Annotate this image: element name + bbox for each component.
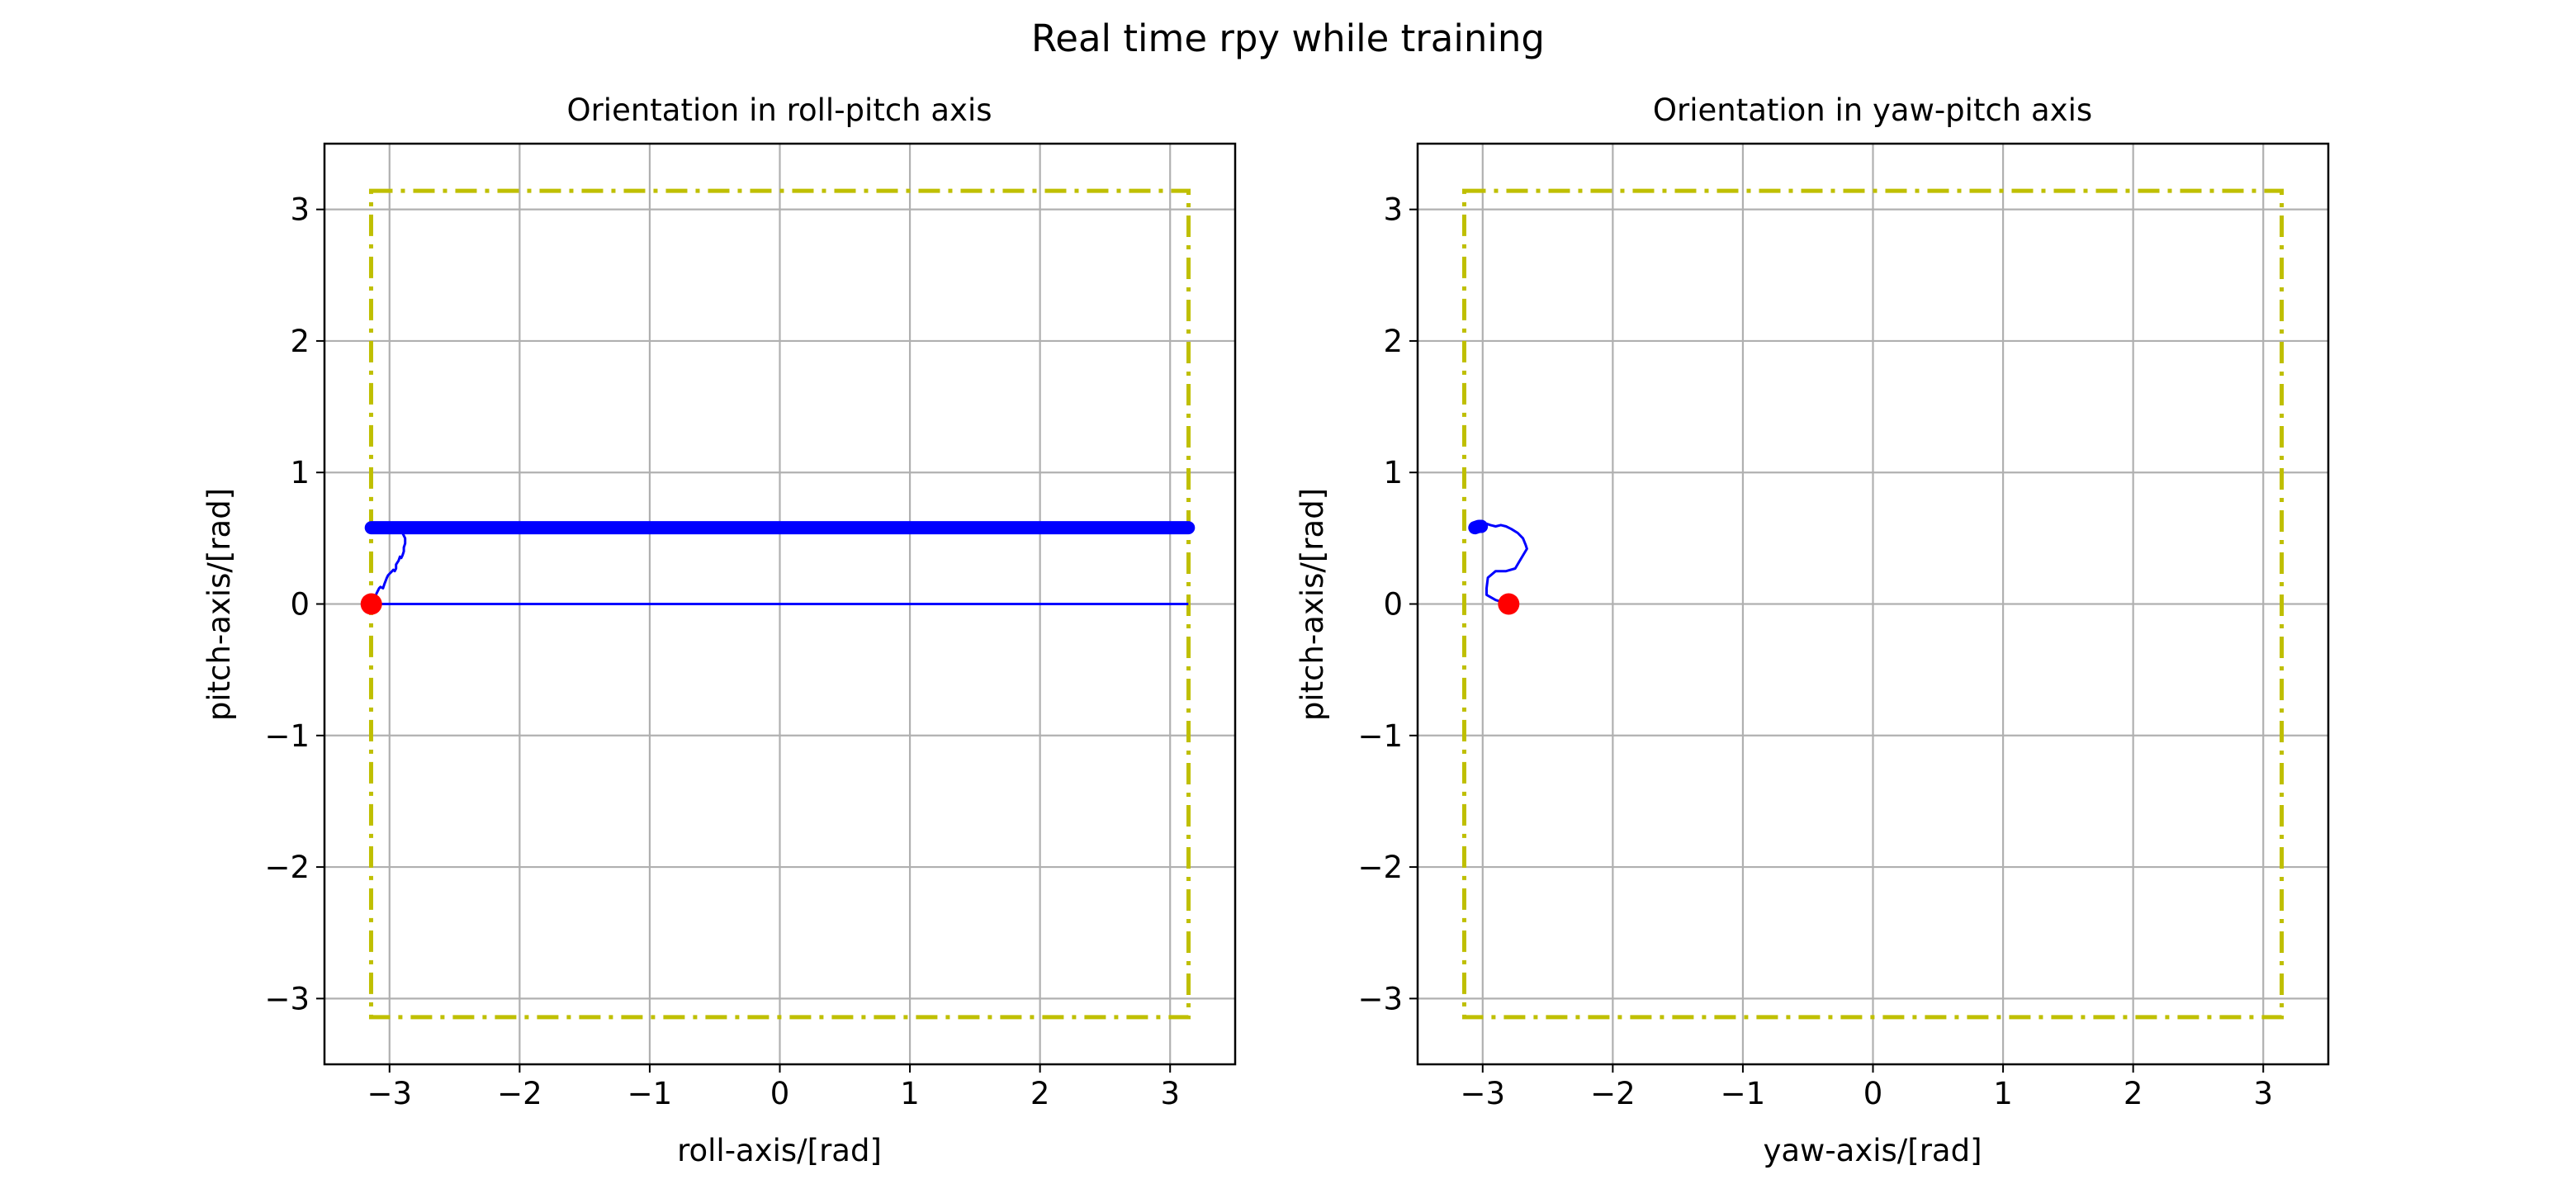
yaw-pitch-trajectory-thick-1 (1468, 519, 1489, 535)
yaw-pitch-ylabel: pitch-axis/[rad] (1295, 488, 1330, 721)
yaw-pitch-xtick-label: −1 (1721, 1076, 1766, 1111)
yaw-pitch-start-marker (1498, 593, 1520, 615)
yaw-pitch-xtick-label: −2 (1590, 1076, 1636, 1111)
roll-pitch-xtick-label: 0 (770, 1076, 790, 1111)
yaw-pitch-boundary (1461, 188, 2285, 1020)
roll-pitch-xtick-label: −3 (367, 1076, 413, 1111)
roll-pitch-ytick-label: −3 (264, 981, 310, 1016)
roll-pitch-ytick-label: −1 (264, 718, 310, 754)
roll-pitch-panel: Orientation in roll-pitch axis roll-axis… (201, 92, 1237, 1168)
yaw-pitch-ytick-label: −3 (1357, 981, 1403, 1016)
yaw-pitch-panel: Orientation in yaw-pitch axis yaw-axis/[… (1295, 92, 2330, 1168)
roll-pitch-xtick-label: −2 (497, 1076, 542, 1111)
yaw-pitch-ytick-label: 1 (1383, 455, 1403, 490)
yaw-pitch-ytick-label: −1 (1357, 718, 1403, 754)
yaw-pitch-xtick-label: 3 (2253, 1076, 2273, 1111)
yaw-pitch-xtick-label: 1 (1993, 1076, 2013, 1111)
yaw-pitch-xtick-label: 2 (2124, 1076, 2143, 1111)
roll-pitch-xtick-label: 2 (1030, 1076, 1050, 1111)
yaw-pitch-trajectory-thin-0 (1481, 522, 1528, 605)
roll-pitch-ytick-label: 1 (290, 455, 310, 490)
roll-pitch-ytick-label: 3 (290, 192, 310, 228)
roll-pitch-start-marker (360, 593, 382, 615)
roll-pitch-xlabel: roll-axis/[rad] (677, 1133, 882, 1168)
yaw-pitch-ytick-label: 0 (1383, 587, 1403, 623)
roll-pitch-title: Orientation in roll-pitch axis (566, 92, 992, 128)
yaw-pitch-xlabel: yaw-axis/[rad] (1763, 1133, 1982, 1168)
yaw-pitch-ytick-label: −2 (1357, 850, 1403, 885)
figure-suptitle: Real time rpy while training (1031, 17, 1545, 60)
roll-pitch-ytick-label: 0 (290, 587, 310, 623)
yaw-pitch-xtick-label: −3 (1461, 1076, 1506, 1111)
roll-pitch-xtick-label: 1 (900, 1076, 920, 1111)
roll-pitch-ytick-label: 2 (290, 324, 310, 359)
roll-pitch-xtick-label: 3 (1160, 1076, 1180, 1111)
roll-pitch-ytick-label: −2 (264, 850, 310, 885)
yaw-pitch-ytick-label: 3 (1383, 192, 1403, 228)
roll-pitch-xtick-label: −1 (627, 1076, 673, 1111)
yaw-pitch-xtick-label: 0 (1863, 1076, 1883, 1111)
roll-pitch-ylabel: pitch-axis/[rad] (201, 488, 237, 721)
yaw-pitch-title: Orientation in yaw-pitch axis (1653, 92, 2092, 128)
yaw-pitch-ytick-label: 2 (1383, 324, 1403, 359)
